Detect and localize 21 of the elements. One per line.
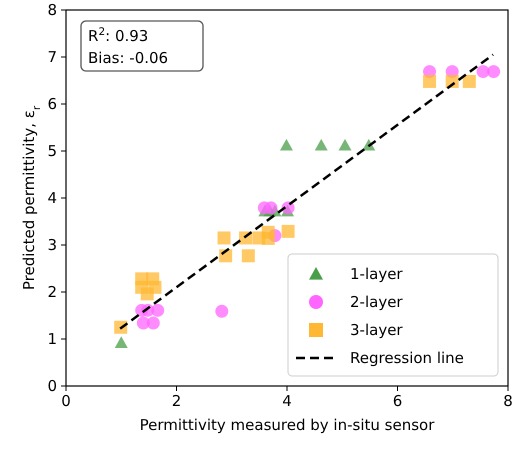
legend-label: 3-layer	[350, 321, 404, 339]
x-tick-label: 2	[172, 392, 182, 410]
y-tick-label: 0	[47, 377, 57, 395]
y-tick-label: 7	[47, 48, 57, 66]
y-tick-label: 6	[47, 95, 57, 113]
annotation: R$^{2}$: 0.93	[88, 26, 148, 45]
legend-label: 2-layer	[350, 293, 404, 311]
x-tick-label: 6	[392, 392, 402, 410]
y-tick-label: 5	[47, 142, 57, 160]
y-tick-label: 1	[47, 330, 57, 348]
y-tick-label: 8	[47, 1, 57, 19]
x-tick-label: 4	[282, 392, 292, 410]
y-tick-label: 3	[47, 236, 57, 254]
legend-label: Regression line	[350, 349, 464, 367]
y-tick-label: 2	[47, 283, 57, 301]
x-tick-label: 0	[61, 392, 71, 410]
legend-label: 1-layer	[350, 265, 404, 283]
annotation: Bias: -0.06	[88, 49, 168, 67]
y-tick-label: 4	[47, 189, 57, 207]
x-axis-title: Permittivity measured by in-situ sensor	[140, 416, 436, 434]
x-tick-label: 8	[503, 392, 513, 410]
